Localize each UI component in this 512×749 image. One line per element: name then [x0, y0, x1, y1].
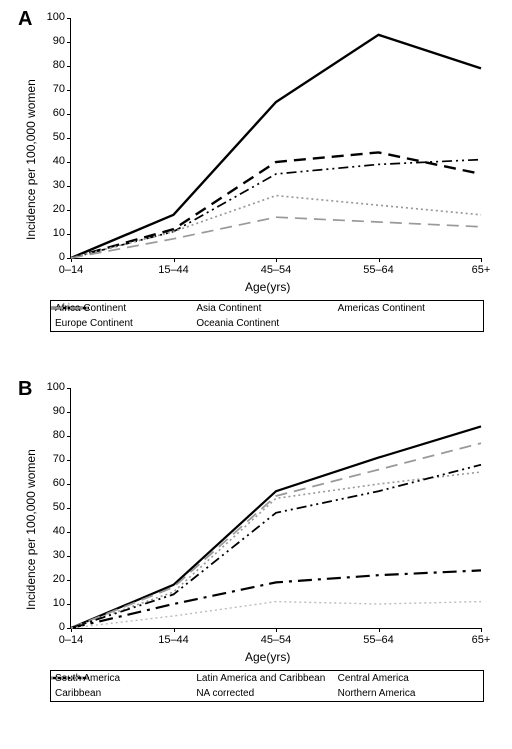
panel-b-legend: South AmericaLatin America and Caribbean…	[50, 670, 484, 702]
series-line	[71, 152, 481, 258]
series-line	[71, 217, 481, 258]
y-tick-label: 80	[35, 429, 65, 441]
chart-lines	[71, 18, 481, 258]
x-tick-label: 55–64	[354, 634, 404, 646]
x-tick-mark	[481, 258, 482, 262]
panel-a-label: A	[18, 8, 32, 31]
x-tick-label: 0–14	[46, 634, 96, 646]
y-tick-label: 100	[35, 381, 65, 393]
legend-item	[338, 318, 479, 329]
legend-item: NA corrected	[196, 688, 337, 699]
x-tick-label: 45–54	[251, 634, 301, 646]
series-line	[71, 196, 481, 258]
x-tick-label: 15–44	[149, 264, 199, 276]
x-tick-mark	[276, 628, 277, 632]
x-tick-label: 65+	[456, 634, 506, 646]
x-tick-mark	[379, 258, 380, 262]
y-tick-label: 60	[35, 107, 65, 119]
legend-item: Northern America	[338, 688, 479, 699]
series-line	[71, 570, 481, 628]
series-line	[71, 160, 481, 258]
y-tick-label: 10	[35, 227, 65, 239]
legend-label: NA corrected	[196, 688, 254, 699]
y-tick-label: 70	[35, 83, 65, 95]
x-tick-mark	[481, 628, 482, 632]
legend-item: Americas Continent	[338, 303, 479, 314]
legend-row: Caribbean NA corrected Northern America	[51, 686, 483, 701]
y-tick-label: 0	[35, 621, 65, 633]
y-tick-label: 80	[35, 59, 65, 71]
y-tick-label: 70	[35, 453, 65, 465]
series-line	[71, 426, 481, 628]
x-tick-label: 0–14	[46, 264, 96, 276]
x-tick-mark	[174, 628, 175, 632]
panel-b-plot: 01020304050607080901000–1415–4445–5455–6…	[70, 388, 481, 629]
legend-swatch	[51, 301, 89, 315]
y-tick-label: 50	[35, 131, 65, 143]
legend-row: Africa ContinentAsia ContinentAmericas C…	[51, 301, 483, 316]
legend-label: Central America	[338, 673, 409, 684]
legend-item: Oceania Continent	[196, 318, 337, 329]
legend-item: Europe Continent	[55, 318, 196, 329]
panel-b-label: B	[18, 378, 32, 401]
x-tick-mark	[379, 628, 380, 632]
x-tick-label: 55–64	[354, 264, 404, 276]
x-tick-label: 45–54	[251, 264, 301, 276]
y-tick-label: 30	[35, 179, 65, 191]
y-tick-label: 40	[35, 155, 65, 167]
series-line	[71, 443, 481, 628]
legend-item: Caribbean	[55, 688, 196, 699]
x-tick-label: 15–44	[149, 634, 199, 646]
y-tick-label: 40	[35, 525, 65, 537]
legend-swatch	[51, 671, 89, 685]
legend-row: Europe Continent Oceania Continent	[51, 316, 483, 331]
legend-label: Europe Continent	[55, 318, 133, 329]
chart-lines	[71, 388, 481, 628]
y-tick-label: 20	[35, 573, 65, 585]
y-tick-label: 60	[35, 477, 65, 489]
legend-label: Oceania Continent	[196, 318, 279, 329]
legend-label: Caribbean	[55, 688, 101, 699]
legend-label: Latin America and Caribbean	[196, 673, 325, 684]
y-tick-label: 30	[35, 549, 65, 561]
x-tick-mark	[276, 258, 277, 262]
legend-item: Central America	[338, 673, 479, 684]
legend-label: Americas Continent	[338, 303, 425, 314]
y-tick-label: 0	[35, 251, 65, 263]
panel-a-xlabel: Age(yrs)	[245, 280, 290, 294]
y-tick-label: 90	[35, 35, 65, 47]
panel-b-xlabel: Age(yrs)	[245, 650, 290, 664]
x-tick-mark	[174, 258, 175, 262]
figure-root: A Incidence per 100,000 women 0102030405…	[0, 0, 512, 749]
panel-a-plot: 01020304050607080901000–1415–4445–5455–6…	[70, 18, 481, 259]
panel-a-legend: Africa ContinentAsia ContinentAmericas C…	[50, 300, 484, 332]
legend-row: South AmericaLatin America and Caribbean…	[51, 671, 483, 686]
y-tick-label: 20	[35, 203, 65, 215]
y-tick-label: 10	[35, 597, 65, 609]
x-tick-label: 65+	[456, 264, 506, 276]
legend-label: Northern America	[338, 688, 416, 699]
y-tick-label: 50	[35, 501, 65, 513]
legend-item: Latin America and Caribbean	[196, 673, 337, 684]
y-tick-label: 90	[35, 405, 65, 417]
legend-item: Asia Continent	[196, 303, 337, 314]
legend-label: Asia Continent	[196, 303, 261, 314]
y-tick-label: 100	[35, 11, 65, 23]
